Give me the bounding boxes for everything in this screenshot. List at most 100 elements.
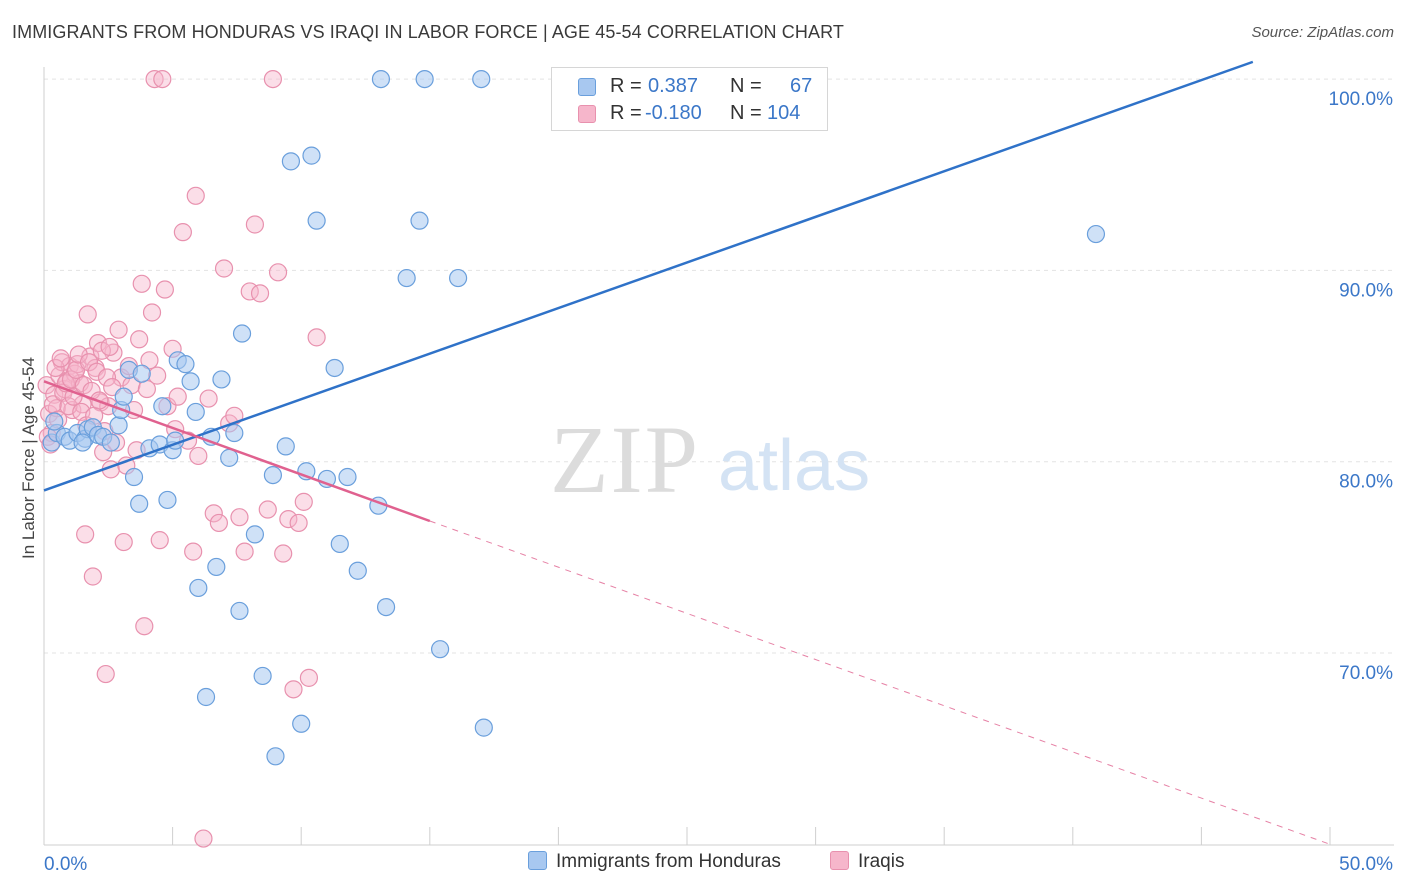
iraqi-point: [209, 513, 228, 533]
honduras-point: [245, 525, 265, 544]
iraqi-point: [148, 366, 167, 385]
iraqi-point: [194, 829, 213, 848]
tick-labels: 70.0% 80.0% 90.0% 100.0% 0.0% 50.0%: [44, 89, 1393, 875]
iraqi-point: [78, 305, 97, 324]
legend-row-iraqi: R = -0.180 N = 104: [552, 101, 827, 129]
iraqi-point: [150, 531, 169, 550]
honduras-point: [448, 268, 468, 288]
x-tick-label-min: 0.0%: [44, 854, 87, 875]
honduras-point: [45, 412, 64, 431]
iraqi-point: [96, 664, 115, 684]
honduras-point: [266, 747, 285, 766]
honduras-point: [330, 534, 349, 554]
y-tick-label: 80.0%: [1339, 472, 1393, 493]
honduras-point: [474, 718, 493, 737]
iraqi-point: [135, 617, 154, 636]
honduras-point: [220, 448, 239, 467]
bottom-legend-label-iraqi: Iraqis: [858, 851, 905, 872]
honduras-points: [42, 69, 1106, 766]
honduras-point: [158, 490, 177, 510]
honduras-point: [230, 601, 249, 621]
legend-r-value-honduras: 0.387: [648, 75, 699, 97]
honduras-point: [371, 69, 391, 89]
honduras-point: [176, 355, 195, 374]
legend-r-label: R =: [610, 75, 642, 97]
honduras-point: [181, 372, 200, 391]
honduras-point: [281, 152, 301, 171]
honduras-point: [415, 69, 434, 89]
iraqi-point: [274, 544, 293, 563]
honduras-point: [302, 146, 321, 165]
trend-lines: [43, 60, 1331, 845]
iraqi-point: [100, 337, 119, 357]
axes: [43, 67, 1394, 846]
bottom-legend-label-honduras: Immigrants from Honduras: [556, 851, 781, 872]
iraqi-point: [307, 328, 326, 347]
iraqi-point: [263, 69, 283, 89]
iraqi-point: [153, 69, 172, 89]
iraqi-point: [214, 259, 234, 278]
iraqi-point: [250, 284, 270, 303]
iraqi-trend-extension: [429, 520, 1331, 845]
iraqi-point: [235, 542, 254, 561]
iraqi-point: [79, 353, 99, 372]
iraqi-point: [184, 542, 203, 561]
honduras-point: [472, 69, 491, 89]
y-tick-label: 90.0%: [1339, 280, 1393, 301]
correlation-legend: R = 0.387 N = 67 R = -0.180 N = 104: [551, 67, 828, 131]
iraqi-point: [299, 668, 319, 687]
honduras-point: [207, 557, 226, 577]
iraqi-point: [268, 263, 288, 282]
iraqi-point: [294, 492, 313, 511]
grid-lines: [44, 78, 1394, 654]
y-axis-label: In Labor Force | Age 45-54: [19, 357, 38, 559]
honduras-point: [1086, 224, 1106, 244]
honduras-trend-line: [43, 60, 1254, 492]
honduras-point: [376, 597, 396, 617]
iraqi-point: [186, 186, 205, 205]
honduras-point: [153, 397, 172, 416]
iraqi-point: [245, 215, 265, 234]
iraqi-point: [279, 509, 298, 529]
honduras-point: [430, 640, 450, 659]
honduras-point: [397, 268, 416, 288]
iraqi-point: [130, 330, 149, 349]
iraqi-point: [168, 387, 187, 406]
iraqi-point: [284, 680, 303, 699]
legend-swatch-honduras: [578, 78, 596, 96]
x-tick-label-max: 50.0%: [1339, 854, 1393, 875]
legend-swatch-iraqi: [578, 105, 596, 123]
honduras-point: [276, 437, 295, 456]
iraqi-point: [83, 567, 102, 586]
iraqi-point: [258, 500, 277, 519]
honduras-point: [114, 387, 133, 406]
chart-source: Source: ZipAtlas.com: [1251, 24, 1394, 41]
legend-n-label: N =: [730, 102, 762, 124]
y-tick-label: 100.0%: [1329, 89, 1394, 110]
bottom-legend-swatch-iraqi: [830, 851, 849, 870]
iraqi-point: [199, 389, 218, 408]
iraqi-point: [230, 508, 249, 527]
iraqi-point: [189, 446, 208, 466]
honduras-point: [325, 358, 344, 378]
honduras-point: [101, 433, 120, 452]
iraqi-point: [140, 351, 159, 370]
iraqi-point: [97, 368, 117, 387]
legend-r-label: R =: [610, 102, 642, 124]
honduras-point: [253, 666, 272, 686]
bottom-legend-honduras: Immigrants from Honduras: [528, 851, 781, 873]
honduras-point: [132, 364, 151, 383]
honduras-point: [186, 402, 205, 422]
iraqi-point: [69, 345, 88, 364]
iraqi-point: [155, 280, 174, 299]
honduras-point: [232, 324, 252, 343]
honduras-point: [225, 423, 244, 443]
iraqi-trend-line: [43, 380, 431, 523]
honduras-point: [338, 467, 357, 487]
honduras-point: [410, 211, 429, 230]
iraqi-point: [114, 532, 133, 552]
iraqi-point: [204, 504, 223, 523]
iraqi-point: [289, 513, 308, 533]
iraqi-point: [46, 358, 65, 378]
chart-title: IMMIGRANTS FROM HONDURAS VS IRAQI IN LAB…: [12, 22, 844, 42]
